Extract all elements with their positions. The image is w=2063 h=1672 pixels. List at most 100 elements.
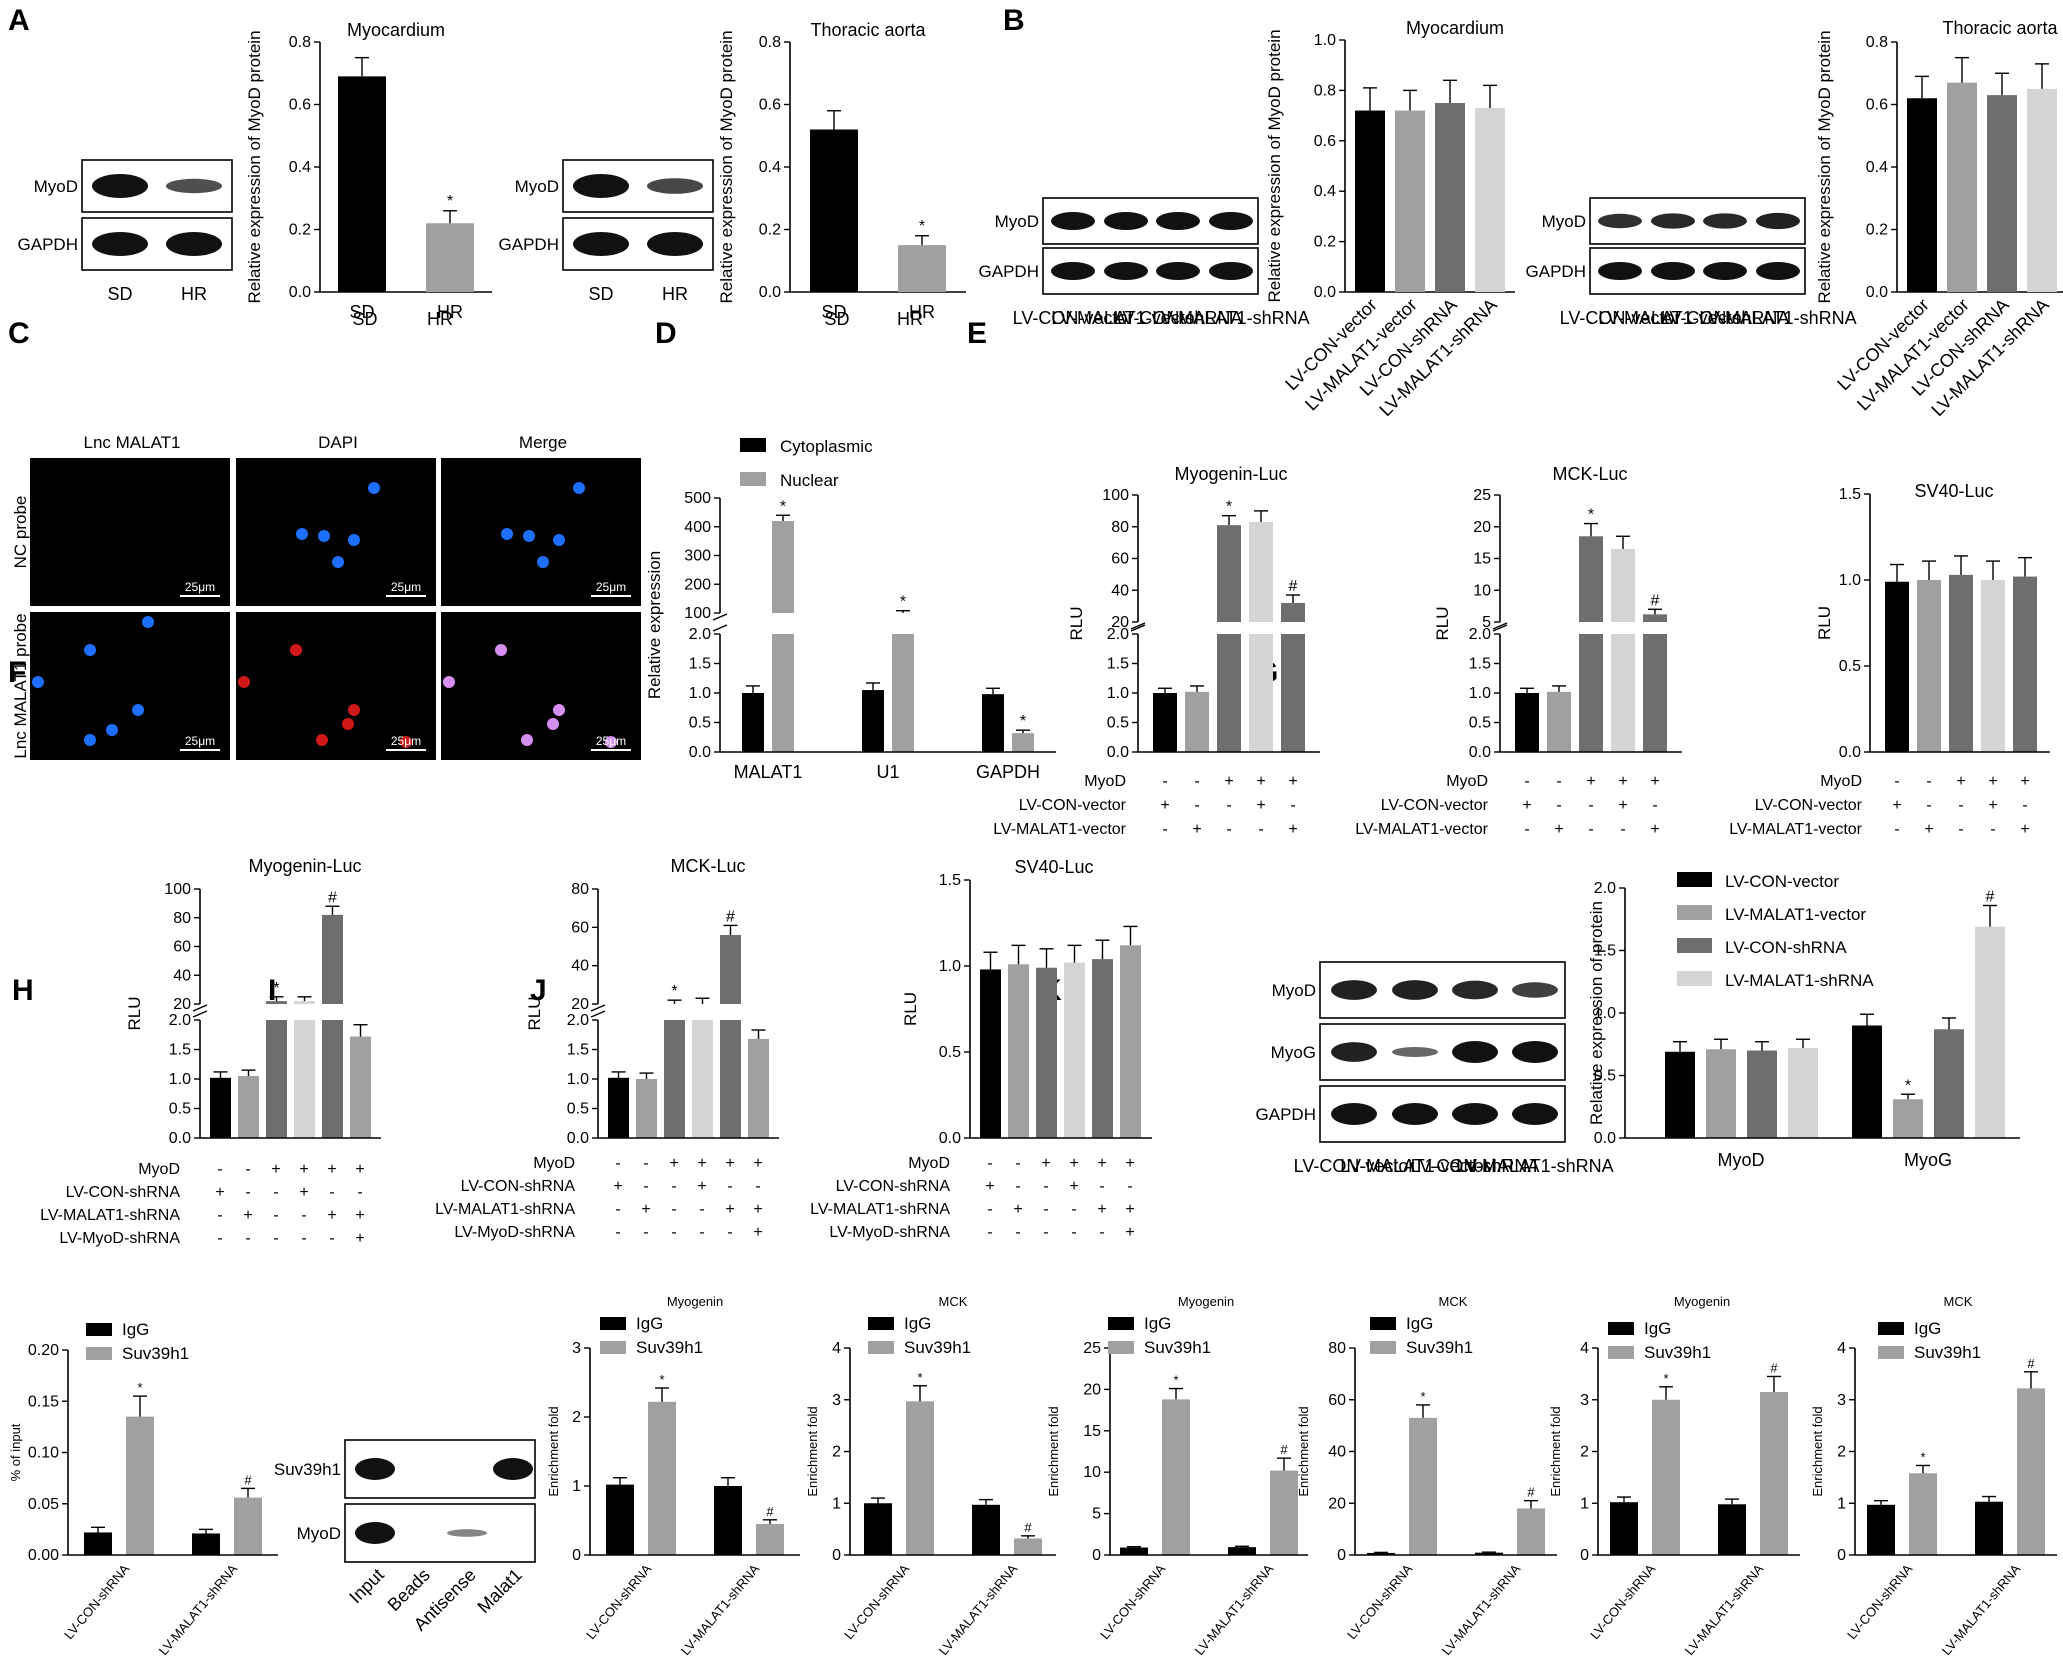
chart-L1-y-tick-label: 2 <box>1580 1444 1589 1461</box>
legend-D-label: Cytoplasmic <box>780 437 873 456</box>
chart-E1-sig-mark: * <box>1226 499 1232 516</box>
chart-E3-bar <box>2013 576 2037 752</box>
blot-G-band <box>1512 982 1558 998</box>
chart-A1-category-label: HR <box>437 302 463 322</box>
chart-E1-sig-mark: # <box>1289 578 1298 595</box>
legend-D-swatch <box>740 438 766 452</box>
cond-F-symbol: - <box>1043 1224 1048 1241</box>
chart-B1-y-tick-label: 0.0 <box>1314 284 1336 301</box>
chart-E2-y-tick-label: 1.0 <box>1469 685 1491 702</box>
cond-F-symbol: - <box>1015 1224 1020 1241</box>
chart-L2-y-tick-label: 3 <box>1837 1392 1846 1409</box>
chart-D-y-tick-label: 400 <box>684 519 711 536</box>
cond-F-symbol: - <box>987 1155 992 1172</box>
cond-E-symbol: - <box>1894 821 1899 838</box>
chart-J2-y-tick-label: 4 <box>832 1340 841 1357</box>
cond-F-symbol: - <box>1015 1178 1020 1195</box>
chart-F3-y-tick-label: 0.0 <box>939 1130 961 1147</box>
chart-K2-y-tick-label: 80 <box>1328 1340 1346 1357</box>
cond-E-symbol: - <box>1556 797 1561 814</box>
chart-F2-y-tick-label: 0.5 <box>567 1101 589 1118</box>
chart-F2-bar <box>748 1038 769 1138</box>
chart-G-category-label: MyoD <box>1717 1150 1764 1170</box>
chart-F1-y-label: RLU <box>125 996 144 1030</box>
chart-F1-y-tick-label: 60 <box>173 939 191 956</box>
cond-F-symbol: + <box>327 1161 336 1178</box>
chart-F1-bar-lower <box>322 1020 343 1138</box>
chart-K1-y-tick-label: 25 <box>1083 1340 1101 1357</box>
blot-A2-lane-label: SD <box>588 284 613 304</box>
chart-K2-category-label: LV-CON-shRNA <box>1344 1561 1415 1642</box>
chart-K2-y-tick-label: 0 <box>1337 1547 1346 1564</box>
chart-G-bar <box>1665 1051 1695 1138</box>
legend-J2-label: IgG <box>904 1314 931 1333</box>
chart-F2-sig-mark: * <box>671 983 677 1000</box>
cond-F-symbol: - <box>755 1178 760 1195</box>
cond-E-symbol: + <box>1256 773 1265 790</box>
panel-label-C: C <box>8 317 30 350</box>
cond-F-row-label: LV-MyoD-shRNA <box>829 1224 950 1241</box>
chart-H-sig-mark: * <box>137 1380 142 1395</box>
chart-E1-axis-break <box>1130 624 1146 632</box>
chart-J1-y-tick-label: 1 <box>572 1478 581 1495</box>
chart-D-y-tick-label: 200 <box>684 576 711 593</box>
chart-F2-bar-upper <box>720 935 741 1004</box>
chart-H-y-tick-label: 0.10 <box>28 1445 59 1462</box>
chart-E1-bar-upper <box>1281 602 1305 622</box>
cond-F-symbol: + <box>669 1155 678 1172</box>
chart-E3-title: SV40-Luc <box>1914 481 1993 501</box>
cond-E-symbol: + <box>1288 821 1297 838</box>
cond-F-symbol: - <box>1043 1178 1048 1195</box>
chart-K1-y-tick-label: 15 <box>1083 1423 1101 1440</box>
chart-A1-bar <box>426 223 474 292</box>
chart-F3-y-tick-label: 1.0 <box>939 958 961 975</box>
cond-F-symbol: - <box>1099 1224 1104 1241</box>
chart-E2-y-tick-label: 0.5 <box>1469 715 1491 732</box>
legend-J1-label: Suv39h1 <box>636 1338 703 1357</box>
chart-L2-bar <box>1975 1501 2003 1555</box>
legend-L1-swatch <box>1608 1346 1634 1359</box>
legend-L1-swatch <box>1608 1322 1634 1335</box>
cond-F-row-label: LV-MALAT1-shRNA <box>435 1201 575 1218</box>
blot-G-lane-label: LV-CON-vector <box>1294 1156 1415 1176</box>
micro-cell <box>400 736 412 748</box>
blot-I-band <box>355 1458 395 1480</box>
panel-label-H: H <box>12 974 34 1007</box>
blot-A1-lane-label: SD <box>107 284 132 304</box>
micro-cell <box>290 644 302 656</box>
blot-B1-row-label: GAPDH <box>979 262 1039 281</box>
chart-F2-y-tick-label: 20 <box>571 996 589 1013</box>
chart-J2-category-label: LV-MALAT1-shRNA <box>936 1561 1021 1658</box>
chart-E3-y-tick-label: 0.0 <box>1839 744 1861 761</box>
chart-F2-y-tick-label: 1.0 <box>567 1071 589 1088</box>
cond-F-symbol: - <box>699 1224 704 1241</box>
cond-E-symbol: - <box>1926 797 1931 814</box>
cond-F-symbol: - <box>273 1184 278 1201</box>
chart-J2-y-tick-label: 2 <box>832 1444 841 1461</box>
chart-F3-bar <box>1036 967 1057 1138</box>
scale-bar-label: 25μm <box>185 580 215 594</box>
chart-G-bar <box>1706 1049 1736 1138</box>
legend-K2-swatch <box>1370 1341 1396 1354</box>
legend-J2-swatch <box>868 1341 894 1354</box>
chart-K2-sig-mark: * <box>1420 1389 1425 1404</box>
cond-F-symbol: + <box>355 1207 364 1224</box>
chart-F3-bar <box>1092 959 1113 1138</box>
chart-K1-sig-mark: * <box>1173 1373 1178 1388</box>
chart-E1-y-tick-label: 0.0 <box>1107 744 1129 761</box>
chart-F2-bar-lower <box>664 1020 685 1138</box>
cond-F-row-label: LV-CON-shRNA <box>461 1178 576 1195</box>
chart-J2-y-tick-label: 3 <box>832 1392 841 1409</box>
scale-bar-label: 25μm <box>596 580 626 594</box>
cond-E-symbol: + <box>1160 797 1169 814</box>
legend-H-label: Suv39h1 <box>122 1344 189 1363</box>
chart-G-bar <box>1747 1050 1777 1138</box>
micro-cell <box>316 734 328 746</box>
cond-E-row-label: LV-MALAT1-vector <box>1355 821 1488 838</box>
blot-B1-row-label: MyoD <box>995 212 1039 231</box>
chart-D-y-tick-label: 0.5 <box>689 715 711 732</box>
cond-F-symbol: + <box>215 1184 224 1201</box>
blot-G-band <box>1452 1103 1498 1125</box>
chart-E1-y-tick-label: 1.5 <box>1107 656 1129 673</box>
blot-B2-band <box>1651 262 1695 280</box>
